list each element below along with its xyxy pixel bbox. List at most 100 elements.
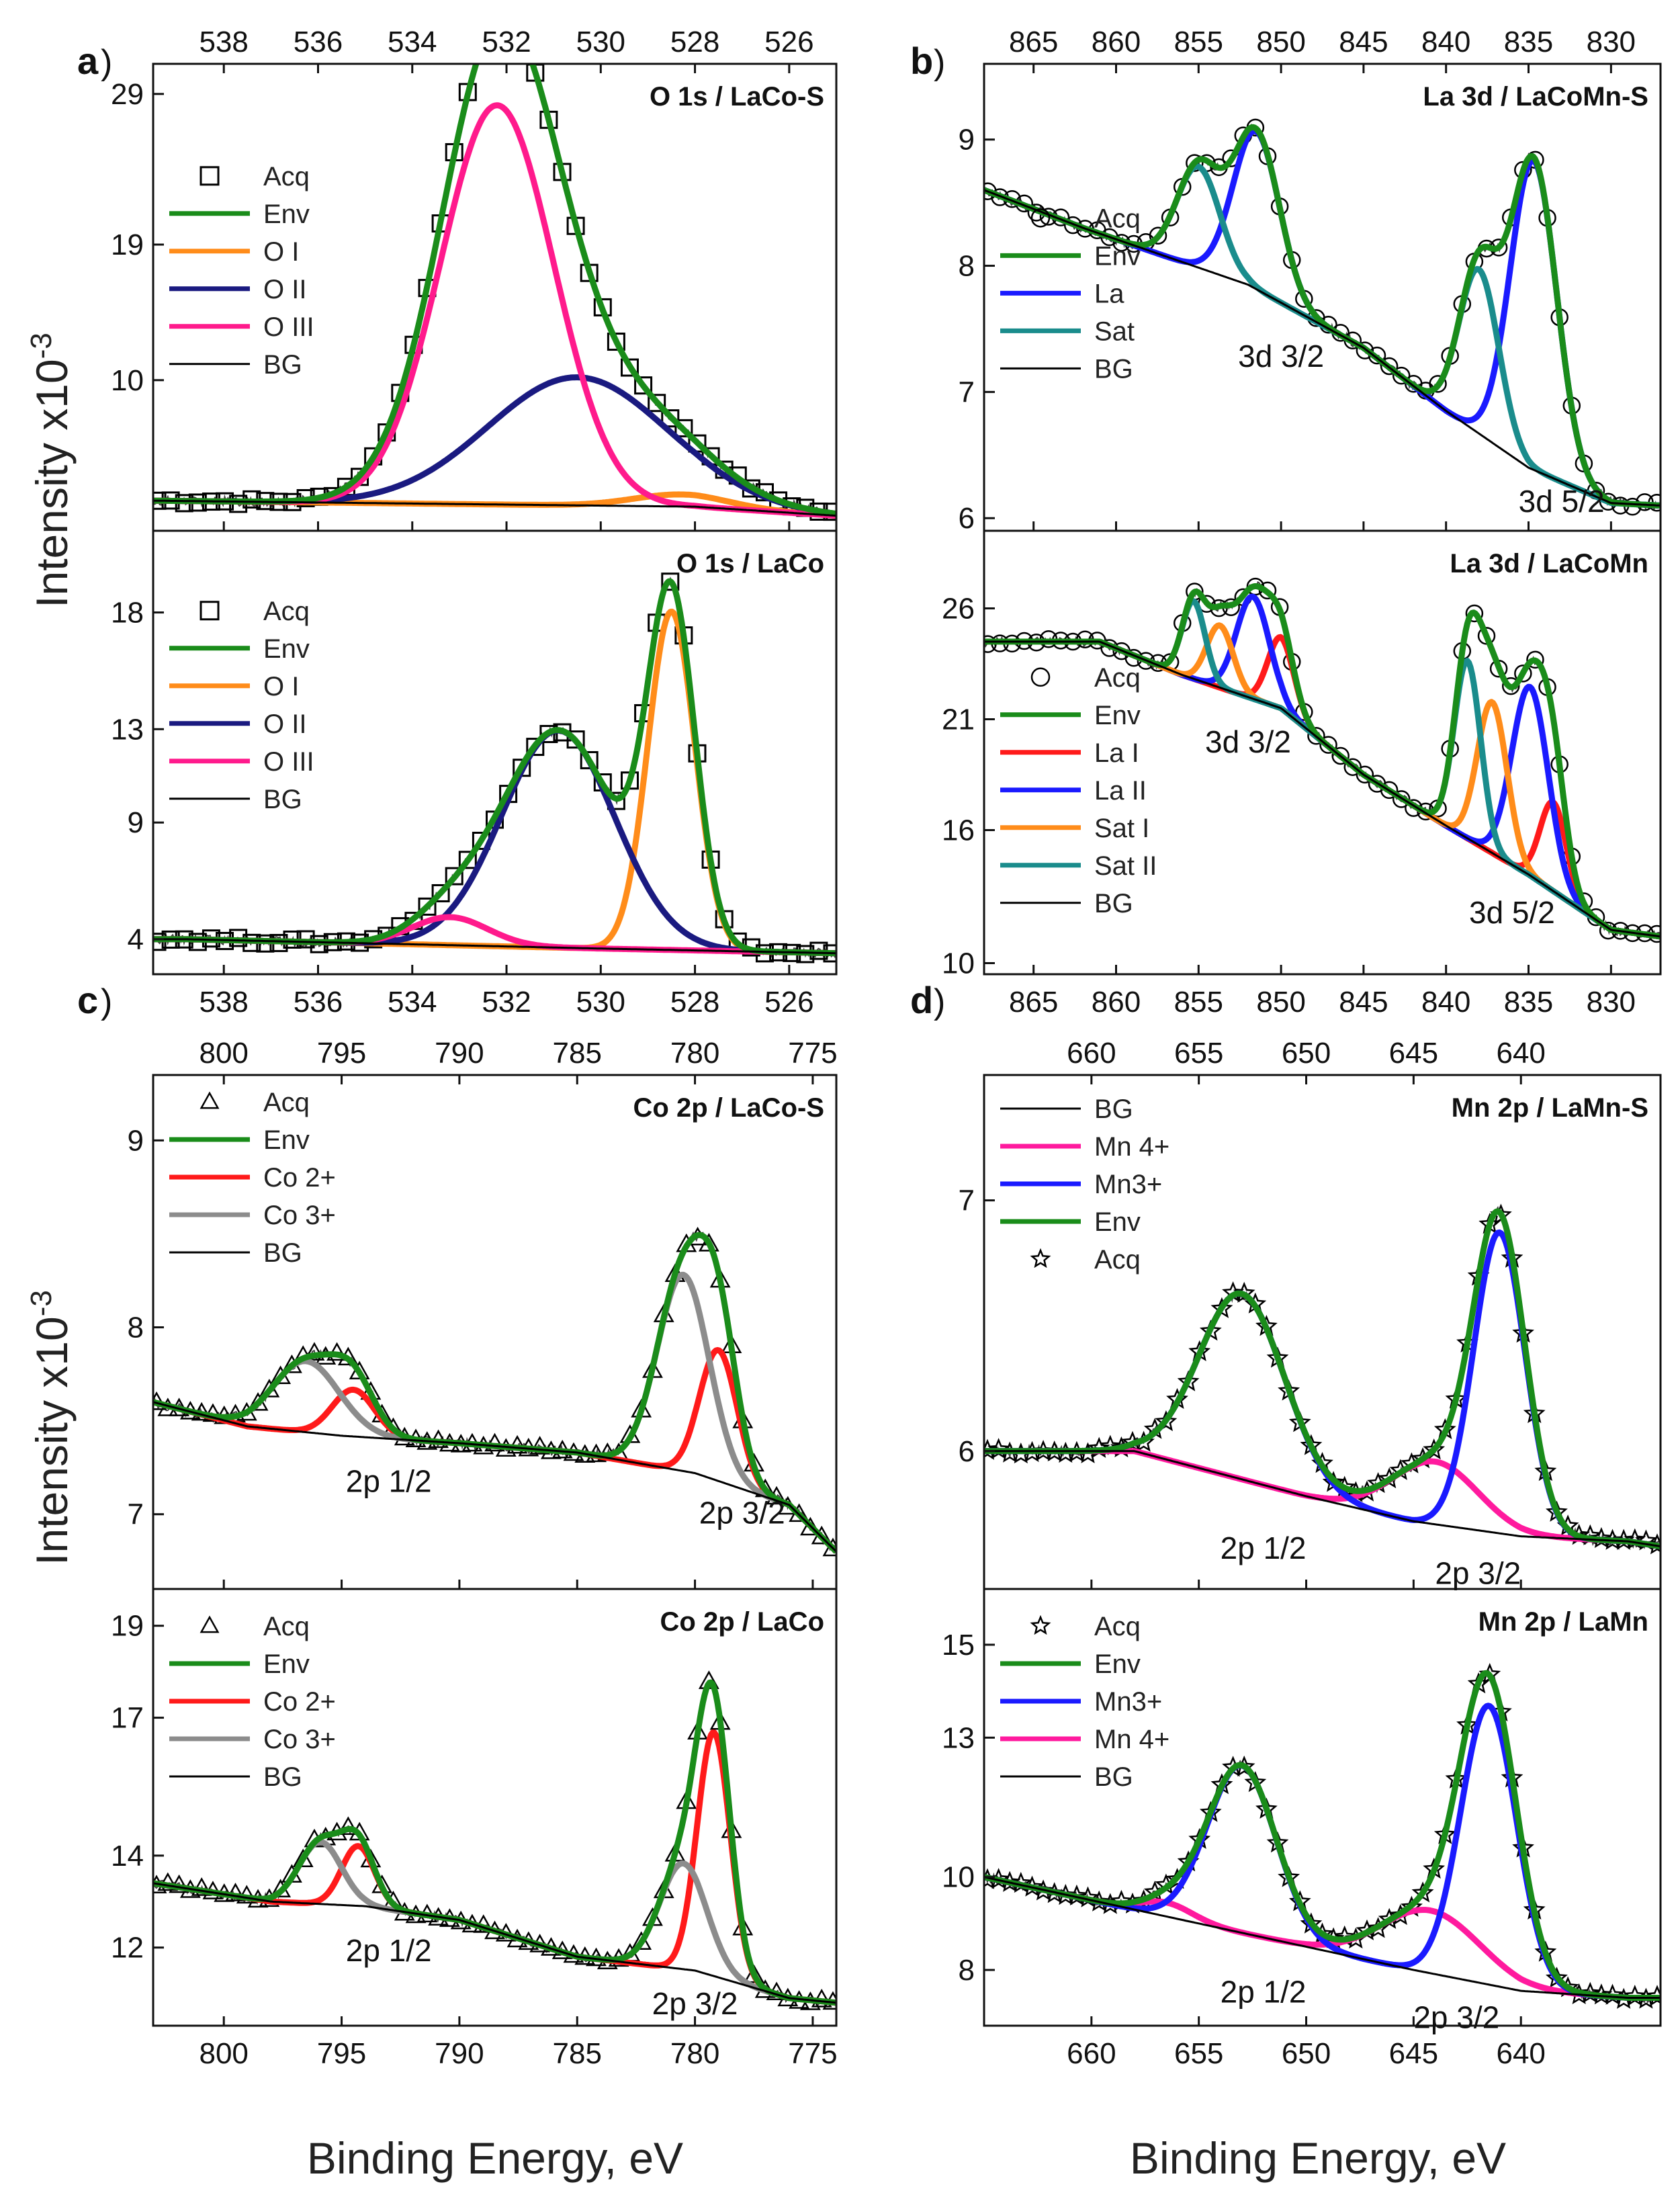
acq-marker bbox=[304, 1342, 325, 1361]
acq-marker bbox=[1380, 357, 1399, 376]
x-tick-label: 526 bbox=[764, 986, 813, 1019]
x-tick-label: 790 bbox=[435, 2037, 484, 2070]
panel-title: O 1s / LaCo-S bbox=[650, 82, 824, 112]
x-tick-label: 780 bbox=[670, 2037, 719, 2070]
acq-marker bbox=[1526, 650, 1544, 669]
legend-label: O I bbox=[263, 237, 299, 267]
y-tick-label: 4 bbox=[128, 923, 144, 956]
legend-marker-acq bbox=[200, 1091, 220, 1109]
legend-label: Env bbox=[263, 200, 310, 229]
legend-key bbox=[200, 166, 220, 186]
y-tick-label: 15 bbox=[942, 1629, 975, 1662]
legend-label: BG bbox=[1094, 1094, 1133, 1124]
legend-label: Mn 4+ bbox=[1094, 1132, 1169, 1162]
acq-marker bbox=[620, 358, 639, 377]
y-tick-label: 10 bbox=[111, 364, 144, 397]
acq-marker bbox=[661, 409, 680, 428]
x-tick-label: 640 bbox=[1496, 2037, 1545, 2070]
x-tick-label-top: 840 bbox=[1421, 26, 1470, 58]
legend-label: Mn 4+ bbox=[1094, 1725, 1169, 1754]
component-o-ii bbox=[153, 727, 836, 957]
legend: Acq Env O I O II O III BG bbox=[169, 162, 314, 380]
y-tick-label: 8 bbox=[128, 1312, 144, 1344]
panel-b2: 26 21 16 10 865 860 855 850 845 840 835 830 La 3d / … bbox=[942, 529, 1662, 1019]
x-tick-label: 785 bbox=[553, 2037, 602, 2070]
legend-label: Acq bbox=[263, 1612, 310, 1641]
x-tick-label: 650 bbox=[1282, 2037, 1331, 2070]
acq-marker bbox=[1501, 677, 1520, 695]
acq-marker bbox=[1380, 781, 1399, 800]
legend-label: Env bbox=[1094, 701, 1141, 730]
legend-label: Acq bbox=[263, 597, 310, 626]
legend-marker-acq bbox=[1030, 667, 1051, 687]
plot-frame bbox=[152, 62, 838, 532]
x-tick-label-top: 530 bbox=[576, 26, 625, 58]
legend-key bbox=[1030, 1248, 1051, 1268]
x-tick-label: 855 bbox=[1174, 986, 1223, 1019]
peak-annotation: 3d 5/2 bbox=[1519, 484, 1605, 519]
y-tick-label: 19 bbox=[111, 228, 144, 261]
x-tick-label: 840 bbox=[1421, 986, 1470, 1019]
component-mn3- bbox=[984, 1703, 1661, 2001]
legend: Acq Env La Sat BG bbox=[1000, 204, 1141, 384]
acq-marker bbox=[445, 867, 463, 886]
acq-marker bbox=[566, 730, 585, 749]
legend-label: Acq bbox=[1094, 204, 1141, 233]
panel-a2: 18 13 9 4 538 536 534 532 530 528 526 O 1s / LaCo Ac… bbox=[111, 529, 838, 1019]
panel-title: O 1s / LaCo bbox=[676, 549, 824, 578]
legend-label: Mn3+ bbox=[1094, 1170, 1162, 1199]
peak-annotation: 2p 1/2 bbox=[346, 1463, 432, 1498]
legend-label: La I bbox=[1094, 738, 1139, 768]
x-tick-label: 528 bbox=[670, 986, 719, 1019]
legend-label: Env bbox=[1094, 1649, 1141, 1679]
acq-marker bbox=[458, 851, 477, 869]
y-tick-label: 13 bbox=[111, 713, 144, 746]
legend-key bbox=[200, 1615, 220, 1633]
plot-area bbox=[153, 64, 836, 521]
y-tick-label: 9 bbox=[128, 806, 144, 839]
acq-marker bbox=[1258, 581, 1277, 600]
legend-key bbox=[200, 601, 220, 621]
plot-area bbox=[984, 118, 1661, 516]
y-tick-label: 18 bbox=[111, 597, 144, 630]
y-tick-label: 10 bbox=[942, 1861, 975, 1894]
plot-frame bbox=[983, 1588, 1662, 2027]
x-tick-label: 645 bbox=[1389, 2037, 1438, 2070]
panel-title: Mn 2p / LaMn bbox=[1478, 1607, 1648, 1637]
y-tick-label: 14 bbox=[111, 1840, 144, 1873]
x-tick-label: 800 bbox=[199, 2037, 248, 2070]
envelope-line bbox=[153, 578, 836, 957]
peak-annotation: 2p 3/2 bbox=[652, 1986, 738, 2021]
panel-b-paren: ) bbox=[934, 43, 945, 82]
legend-label: La bbox=[1094, 279, 1124, 308]
acq-marker bbox=[1356, 765, 1374, 784]
legend-label: Env bbox=[263, 634, 310, 664]
legend-marker-acq bbox=[200, 166, 220, 186]
acq-marker bbox=[1392, 790, 1411, 808]
x-tick-label-top: 640 bbox=[1496, 1037, 1545, 1070]
legend-label: O II bbox=[263, 275, 306, 304]
x-tick-label-top: 850 bbox=[1256, 26, 1305, 58]
acq-marker bbox=[1319, 736, 1337, 754]
background-line bbox=[153, 1401, 836, 1553]
x-tick-label-top: 865 bbox=[1009, 26, 1058, 58]
x-tick-label-top: 860 bbox=[1092, 26, 1141, 58]
y-tick-label: 7 bbox=[959, 1185, 975, 1217]
plot-frame bbox=[983, 529, 1662, 976]
x-tick-label: 532 bbox=[482, 986, 531, 1019]
acq-marker bbox=[648, 394, 666, 413]
x-tick-label-top: 855 bbox=[1174, 26, 1223, 58]
panel-title: Mn 2p / LaMn-S bbox=[1452, 1093, 1648, 1123]
legend: BG Mn 4+ Mn3+ Env Acq bbox=[1000, 1094, 1169, 1275]
legend-label: Acq bbox=[1094, 663, 1141, 693]
plot-area bbox=[984, 1663, 1661, 2009]
peak-annotation: 3d 3/2 bbox=[1238, 339, 1324, 374]
legend-label: La II bbox=[1094, 776, 1147, 806]
acq-marker bbox=[984, 1438, 999, 1460]
legend-label: BG bbox=[263, 350, 302, 380]
acq-marker bbox=[1186, 154, 1204, 172]
legend-label: Acq bbox=[263, 1088, 310, 1117]
panel-a-letter: a bbox=[77, 40, 99, 82]
y-tick-label: 21 bbox=[942, 703, 975, 736]
panel-d-paren: ) bbox=[934, 982, 945, 1021]
